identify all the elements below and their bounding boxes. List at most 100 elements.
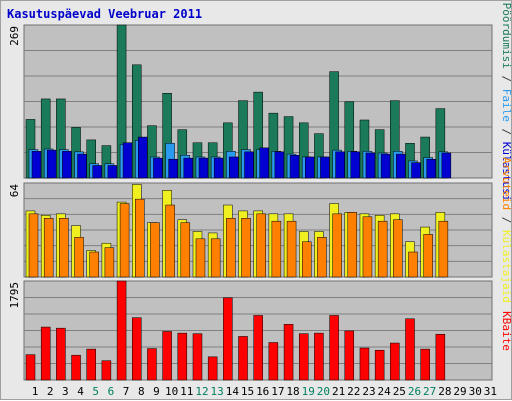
- series-axis-label: Arvuteid / Külastajaid: [500, 157, 512, 303]
- bar-kbaite: [147, 348, 157, 381]
- y-max-label: 1795: [8, 282, 21, 309]
- bar-külastusi: [198, 157, 209, 179]
- bar-arvuteid: [135, 198, 145, 278]
- bar-külastusi: [153, 157, 163, 179]
- axis-label-part: Arvuteid: [500, 157, 512, 210]
- bar-arvuteid: [423, 234, 433, 278]
- bar-külastusi: [335, 151, 345, 179]
- bar-kbaite: [283, 324, 294, 381]
- bar-külastusi: [350, 151, 361, 179]
- bar-külastusi: [62, 151, 72, 179]
- bar-arvuteid: [165, 204, 175, 278]
- bar-kbaite: [359, 347, 370, 381]
- x-tick-label: 29: [453, 385, 466, 398]
- x-tick-label: 25: [393, 385, 406, 398]
- bar-arvuteid: [74, 237, 84, 278]
- bar-külastusi: [289, 155, 300, 179]
- x-tick-label: 12: [195, 385, 208, 398]
- x-tick-label: 3: [62, 385, 69, 398]
- x-tick-label: 26: [408, 385, 421, 398]
- panel-top: 269 Pöördumisi / Faile / Külastusi: [8, 3, 512, 202]
- x-tick-label: 7: [123, 385, 130, 398]
- x-tick-label: 14: [226, 385, 240, 398]
- y-max-label: 269: [8, 26, 21, 46]
- bar-kbaite: [56, 327, 66, 381]
- axis-label-part: /: [500, 210, 512, 230]
- series-axis-label: KBaite: [500, 311, 512, 351]
- bar-külastusi: [229, 156, 239, 179]
- x-tick-label: 27: [423, 385, 436, 398]
- bar-arvuteid: [195, 238, 206, 278]
- bar-arvuteid: [377, 220, 388, 278]
- bar-kbaite: [268, 342, 279, 381]
- bar-kbaite: [298, 333, 309, 381]
- x-tick-label: 21: [332, 385, 345, 398]
- x-tick-label: 16: [256, 385, 269, 398]
- bar-arvuteid: [226, 218, 236, 278]
- x-tick-label: 5: [92, 385, 99, 398]
- panel-bottom: 1795 KBaite: [8, 280, 512, 381]
- bar-külastusi: [426, 158, 436, 179]
- bar-kbaite: [390, 342, 400, 381]
- axis-label-part: KBaite: [500, 311, 512, 351]
- bar-kbaite: [71, 354, 81, 381]
- x-tick-label: 31: [484, 385, 497, 398]
- bar-arvuteid: [301, 241, 312, 278]
- bar-külastusi: [365, 152, 376, 179]
- x-tick-label: 11: [180, 385, 193, 398]
- bar-arvuteid: [286, 220, 297, 278]
- axis-label-part: Külastajaid: [500, 230, 512, 303]
- x-tick-label: 15: [241, 385, 254, 398]
- bar-külastusi: [304, 156, 315, 179]
- bar-külastusi: [274, 151, 285, 179]
- x-tick-label: 24: [378, 385, 392, 398]
- x-tick-label: 4: [77, 385, 84, 398]
- bar-arvuteid: [180, 222, 191, 278]
- chart-title: Kasutuspäevad Veebruar 2011: [7, 7, 202, 21]
- bar-arvuteid: [28, 213, 39, 278]
- bar-külastusi: [31, 151, 42, 179]
- x-tick-label: 28: [438, 385, 451, 398]
- bar-arvuteid: [332, 213, 342, 278]
- series-axis-label: Pöördumisi / Faile / Külastusi: [500, 3, 512, 202]
- chart-panels: 269 Pöördumisi / Faile / Külastusi 64 Arvut…: [8, 3, 512, 381]
- bar-kbaite: [238, 336, 248, 381]
- bar-arvuteid: [43, 218, 54, 278]
- bar-kbaite: [132, 317, 142, 381]
- bar-kbaite: [101, 360, 112, 381]
- axis-label-part: Pöördumisi: [500, 3, 512, 69]
- bar-külastusi: [320, 156, 330, 179]
- bar-kbaite: [329, 315, 339, 381]
- bar-arvuteid: [393, 219, 403, 278]
- bar-arvuteid: [317, 237, 327, 278]
- x-tick-label: 22: [347, 385, 360, 398]
- x-tick-label: 18: [286, 385, 299, 398]
- bar-kbaite: [40, 326, 51, 381]
- bar-külastusi: [107, 165, 118, 179]
- bar-kbaite: [344, 330, 355, 381]
- panel-middle: 64 Arvuteid / Külastajaid: [8, 157, 512, 303]
- bar-arvuteid: [438, 220, 449, 278]
- bar-kbaite: [86, 348, 96, 381]
- x-tick-label: 8: [138, 385, 145, 398]
- bar-arvuteid: [347, 212, 358, 278]
- bar-külastusi: [183, 157, 194, 179]
- x-tick-label: 17: [271, 385, 284, 398]
- bar-arvuteid: [150, 222, 160, 278]
- x-tick-label: 9: [153, 385, 160, 398]
- bar-külastusi: [244, 151, 254, 179]
- bar-külastusi: [168, 158, 178, 179]
- x-tick-label: 20: [317, 385, 330, 398]
- x-tick-label: 23: [362, 385, 375, 398]
- bar-külastusi: [92, 165, 102, 179]
- bar-kbaite: [162, 331, 172, 381]
- bar-kbaite: [192, 333, 203, 381]
- bar-arvuteid: [362, 216, 373, 278]
- bar-külastusi: [380, 153, 391, 179]
- bar-arvuteid: [408, 251, 418, 278]
- bar-arvuteid: [104, 247, 115, 278]
- bar-külastusi: [46, 149, 57, 179]
- bar-kbaite: [420, 348, 430, 381]
- bar-kbaite: [253, 315, 263, 381]
